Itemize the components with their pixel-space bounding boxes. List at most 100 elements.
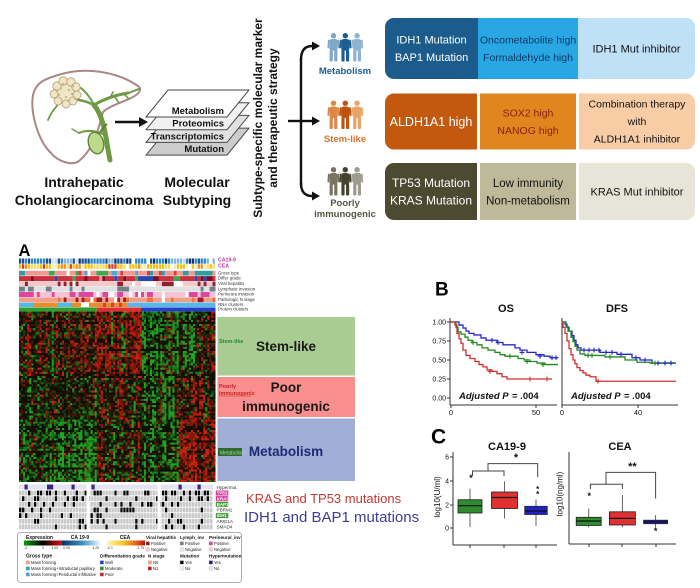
svg-text:KRAS and TP53 mutations: KRAS and TP53 mutations — [246, 491, 402, 506]
svg-text:A: A — [19, 242, 31, 260]
svg-text:3.05: 3.05 — [51, 546, 58, 550]
svg-text:KRAS Mutation: KRAS Mutation — [390, 193, 472, 207]
svg-text:Mass forming+Periductal infilt: Mass forming+Periductal infiltrative — [31, 572, 97, 577]
svg-text:SMAD4: SMAD4 — [217, 525, 233, 530]
svg-text:TP53: TP53 — [217, 491, 228, 496]
svg-text:Mutation: Mutation — [180, 554, 199, 559]
svg-text:6: 6 — [445, 455, 449, 462]
svg-text:ALDH1A1 inhibitor: ALDH1A1 inhibitor — [594, 134, 681, 146]
svg-text:N1: N1 — [153, 566, 159, 571]
svg-text:immunogenic: immunogenic — [219, 391, 255, 397]
svg-text:Expression: Expression — [26, 535, 53, 541]
svg-text:Perineura invasion: Perineura invasion — [218, 292, 255, 297]
svg-text:Positive: Positive — [185, 541, 200, 546]
svg-text:CA19-9: CA19-9 — [218, 258, 236, 264]
svg-text:Combination therapy: Combination therapy — [589, 99, 687, 111]
svg-text:Yes: Yes — [214, 560, 221, 565]
svg-text:Molecular: Molecular — [164, 174, 230, 190]
svg-text:No: No — [214, 566, 220, 571]
svg-text:N stage: N stage — [148, 554, 165, 559]
svg-text:RNA clusters: RNA clusters — [218, 302, 244, 307]
svg-text:PBRM1: PBRM1 — [217, 508, 233, 513]
svg-text:Viral hepatitis: Viral hepatitis — [218, 281, 245, 286]
svg-text:log10(ng/ml): log10(ng/ml) — [556, 471, 565, 516]
svg-text:Cholangiocarcinoma: Cholangiocarcinoma — [15, 192, 154, 208]
svg-text:CEA: CEA — [608, 441, 631, 453]
svg-text:Mutation: Mutation — [184, 144, 224, 155]
svg-text:N0: N0 — [153, 560, 159, 565]
svg-text:immunogenic: immunogenic — [242, 399, 330, 414]
svg-text:Metabolism: Metabolism — [319, 66, 371, 77]
svg-text:Pathologic N stage: Pathologic N stage — [218, 297, 255, 302]
svg-text:immunogenic: immunogenic — [314, 209, 376, 220]
svg-text:Protein clusters: Protein clusters — [218, 307, 249, 312]
svg-text:0: 0 — [560, 408, 564, 417]
svg-text:Viral hepatitis: Viral hepatitis — [146, 535, 176, 540]
svg-text:Metabolism: Metabolism — [249, 444, 323, 459]
svg-text:No: No — [185, 566, 191, 571]
svg-text:Poor: Poor — [105, 572, 114, 577]
svg-text:log10(U/ml): log10(U/ml) — [433, 476, 442, 518]
svg-text:CA19-9: CA19-9 — [488, 441, 526, 453]
svg-text:1.00: 1.00 — [432, 320, 446, 327]
svg-text:BAP1: BAP1 — [217, 502, 229, 507]
svg-text:*: * — [588, 491, 592, 501]
svg-text:0: 0 — [42, 546, 44, 550]
svg-text:*: * — [654, 526, 658, 536]
svg-text:with: with — [627, 116, 647, 128]
svg-text:Stem-like: Stem-like — [256, 339, 317, 354]
svg-text:-0.1: -0.1 — [107, 546, 113, 550]
svg-text:SOX2 high: SOX2 high — [503, 107, 554, 119]
svg-text:0: 0 — [449, 408, 453, 417]
svg-text:Negative: Negative — [214, 547, 231, 552]
svg-text:0.25: 0.25 — [432, 377, 446, 384]
svg-text:4: 4 — [445, 479, 449, 486]
svg-text:IDH1: IDH1 — [217, 513, 228, 518]
svg-text:0.50: 0.50 — [432, 358, 446, 365]
svg-text:Perineural_inv: Perineural_inv — [209, 535, 241, 540]
svg-text:CA 19-9: CA 19-9 — [71, 535, 90, 541]
svg-text:0.75: 0.75 — [432, 339, 446, 346]
svg-text:2.75: 2.75 — [137, 546, 144, 550]
svg-text:ARID1A: ARID1A — [217, 519, 235, 524]
svg-text:Differ grade: Differ grade — [218, 276, 241, 281]
svg-text:Hypermut.: Hypermut. — [217, 485, 238, 490]
svg-text:KRAS Mut inhibitor: KRAS Mut inhibitor — [591, 186, 684, 198]
svg-text:Negative: Negative — [185, 547, 202, 552]
svg-text:ALDH1A1 high: ALDH1A1 high — [390, 115, 473, 129]
svg-text:-3: -3 — [24, 546, 27, 550]
svg-text:Gross type: Gross type — [218, 270, 240, 275]
svg-text:Proteomics: Proteomics — [172, 119, 224, 130]
svg-text:50: 50 — [532, 408, 540, 417]
svg-text:Metabolism: Metabolism — [220, 451, 246, 457]
svg-text:Subtyping: Subtyping — [163, 192, 231, 208]
svg-text:IDH1 and BAP1 mutations: IDH1 and BAP1 mutations — [244, 509, 419, 526]
svg-text:BAP1 Mutation: BAP1 Mutation — [395, 52, 468, 64]
svg-text:*: * — [469, 473, 473, 483]
svg-text:Differentiation grade: Differentiation grade — [100, 554, 145, 559]
svg-text:Lymph_inv: Lymph_inv — [180, 535, 205, 540]
svg-text:Yes: Yes — [185, 560, 192, 565]
svg-text:Lymphatic invasion: Lymphatic invasion — [218, 286, 256, 291]
svg-text:Poor: Poor — [271, 380, 302, 395]
svg-text:Oncometabolite high: Oncometabolite high — [480, 34, 576, 46]
svg-text:Mass forming+Intraductal papil: Mass forming+Intraductal papillary — [31, 566, 96, 571]
svg-text:4.25: 4.25 — [92, 546, 99, 550]
svg-text:Adjusted P: Adjusted P — [458, 391, 509, 402]
svg-text:Well: Well — [105, 560, 113, 565]
svg-text:Moderate: Moderate — [105, 566, 123, 571]
svg-text:Low immunity: Low immunity — [493, 178, 564, 190]
svg-text:40: 40 — [634, 408, 642, 417]
svg-text:DFS: DFS — [606, 303, 628, 315]
svg-text:Adjusted P: Adjusted P — [570, 391, 621, 402]
svg-text:Non-metabolism: Non-metabolism — [486, 195, 570, 207]
svg-text:Mass forming: Mass forming — [31, 560, 57, 565]
svg-text:Transcriptomics: Transcriptomics — [151, 131, 224, 142]
svg-text:= .004: = .004 — [512, 391, 539, 402]
svg-text:Negative: Negative — [151, 547, 168, 552]
svg-text:IDH1 Mutation: IDH1 Mutation — [396, 35, 466, 47]
svg-text:*: * — [536, 485, 540, 494]
svg-text:-0.05: -0.05 — [62, 546, 70, 550]
svg-text:Hypermutation: Hypermutation — [209, 554, 242, 559]
svg-text:C: C — [431, 426, 446, 449]
